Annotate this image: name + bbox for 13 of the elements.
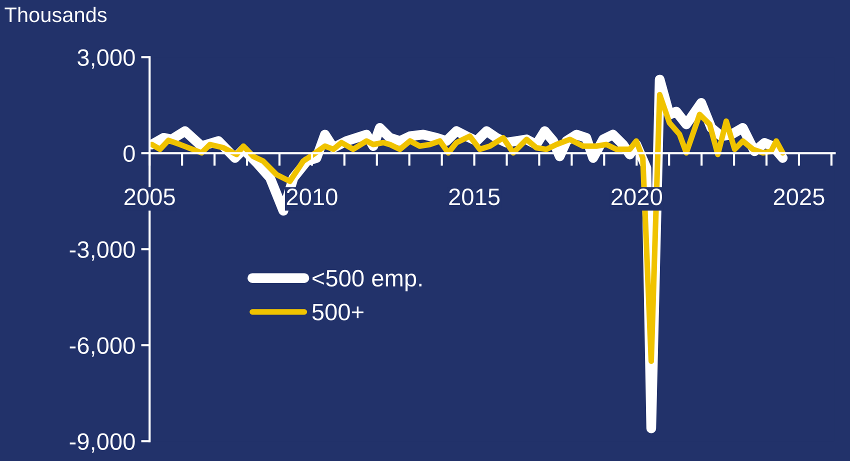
x-tick-label: 2025 [774,188,824,206]
y-axis-title: Thousands [4,6,107,22]
y-tick-label: -9,000 [70,433,135,453]
legend-label: 500+ [312,304,364,320]
y-tick-label: 3,000 [78,49,135,69]
y-tick-label: -3,000 [70,241,135,261]
y-tick-label: 0 [124,145,135,162]
x-tick-label: 2010 [286,188,338,206]
x-tick-label: 2005 [124,188,175,206]
x-tick-label: 2015 [449,188,500,206]
x-tick-label: 2020 [612,188,662,206]
legend-label: <500 emp. [312,270,422,292]
y-tick-label: -6,000 [70,337,135,357]
